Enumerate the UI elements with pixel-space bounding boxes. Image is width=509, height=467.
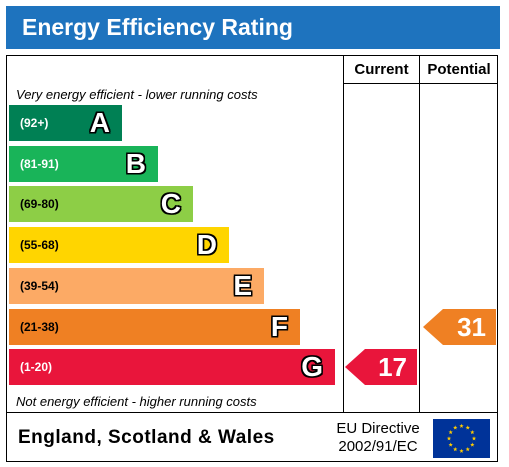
column-header-current: Current <box>354 61 409 78</box>
band-letter: G <box>301 351 323 382</box>
divider-potential <box>419 55 420 412</box>
footer-rule <box>6 412 498 413</box>
band-letter: C <box>160 188 181 219</box>
footer-region: England, Scotland & Wales <box>18 427 275 448</box>
eu-directive-line2: 2002/91/EC <box>338 438 418 455</box>
eu-star <box>453 447 458 452</box>
band-range-label: (1-20) <box>20 360 53 374</box>
potential-rating-arrow <box>423 309 496 345</box>
eu-star <box>470 429 475 435</box>
chart-title: Energy Efficiency Rating <box>22 14 293 40</box>
band-letter: E <box>233 270 252 301</box>
band-letter: A <box>89 107 110 138</box>
eu-directive-line1: EU Directive <box>336 420 420 437</box>
column-header-potential: Potential <box>427 61 491 78</box>
current-rating-arrow <box>345 349 417 385</box>
band-range-label: (21-38) <box>20 320 59 334</box>
band-range-label: (55-68) <box>20 238 59 252</box>
column-header-rule <box>343 83 498 84</box>
note-efficient: Very energy efficient - lower running co… <box>16 87 258 102</box>
band-f: (21-38) F <box>9 309 300 345</box>
band-a: (92+) A <box>9 105 122 141</box>
eu-star <box>465 425 470 430</box>
potential-rating-value: 31 <box>457 312 486 342</box>
eu-star <box>459 423 464 428</box>
chart-frame <box>6 55 498 462</box>
band-range-label: (81-91) <box>20 157 59 171</box>
current-rating-value: 17 <box>378 352 407 382</box>
band-letter: F <box>270 311 288 342</box>
band-e: (39-54) E <box>9 268 264 304</box>
eu-star <box>471 436 477 441</box>
eu-star <box>448 429 453 435</box>
eu-star <box>459 448 464 453</box>
band-b: (81-91) B <box>9 146 158 182</box>
eu-star <box>453 425 458 430</box>
band-range-label: (69-80) <box>20 197 59 211</box>
band-letter: B <box>125 148 146 179</box>
eu-star <box>448 442 453 447</box>
eu-star <box>446 436 452 441</box>
band-g: (1-20) G <box>9 349 335 385</box>
band-range-label: (92+) <box>20 116 49 130</box>
current-rating-marker: 17 <box>345 349 417 385</box>
band-d: (55-68) D <box>9 227 229 263</box>
note-inefficient: Not energy efficient - higher running co… <box>16 394 257 409</box>
eu-flag-icon <box>433 419 490 458</box>
band-c: (69-80) C <box>9 186 193 222</box>
band-range-label: (39-54) <box>20 279 59 293</box>
eu-star <box>465 447 470 452</box>
band-letter: D <box>196 229 217 260</box>
header-bar: Energy Efficiency Rating <box>6 6 500 49</box>
divider-current <box>343 55 344 412</box>
potential-rating-marker: 31 <box>423 309 496 345</box>
eu-star <box>470 442 475 447</box>
eu-directive: EU Directive 2002/91/EC <box>326 420 430 456</box>
